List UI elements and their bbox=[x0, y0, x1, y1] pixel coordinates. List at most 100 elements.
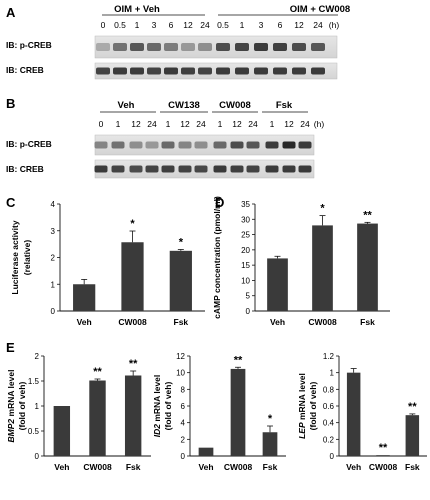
timepoint-label: 24 bbox=[248, 119, 258, 129]
blot-band bbox=[292, 43, 306, 51]
blot-band bbox=[292, 67, 306, 75]
y-tick-label: 2 bbox=[51, 254, 56, 263]
timepoint-label: 1 bbox=[135, 20, 140, 30]
timepoint-label: 0 bbox=[101, 20, 106, 30]
blot-band bbox=[145, 141, 159, 149]
panel-a-bands-creb bbox=[96, 67, 325, 75]
significance-marker: ** bbox=[379, 442, 388, 454]
blot-band bbox=[147, 43, 161, 51]
chart-d-camp: 0 5 10 15 20 25 30 35 Veh * CW008 ** Fsk cAMP concent… bbox=[212, 196, 390, 327]
bar bbox=[124, 375, 142, 456]
blot-band bbox=[181, 43, 195, 51]
category-label: Veh bbox=[346, 462, 361, 472]
blot-band bbox=[181, 67, 195, 75]
panel-b-bands-creb bbox=[94, 165, 312, 173]
blot-band bbox=[282, 141, 296, 149]
blot-band bbox=[194, 141, 208, 149]
y-tick-label: 0.8 bbox=[323, 385, 335, 394]
blot-band bbox=[164, 67, 178, 75]
blot-band bbox=[94, 165, 108, 173]
blot-band bbox=[164, 43, 178, 51]
y-tick-label: 0.4 bbox=[323, 419, 335, 428]
y-tick-label: 5 bbox=[246, 292, 251, 301]
panel-b-group-veh: Veh bbox=[118, 100, 135, 111]
blot-band bbox=[265, 141, 279, 149]
blot-band bbox=[213, 141, 227, 149]
y-tick-label: 0 bbox=[330, 452, 335, 461]
blot-band bbox=[246, 141, 260, 149]
panel-b-group-cw138: CW138 bbox=[168, 100, 200, 111]
y-tick-label: 2 bbox=[181, 435, 186, 444]
panel-b-label: B bbox=[6, 96, 15, 111]
panel-c-label: C bbox=[6, 195, 16, 210]
bar bbox=[312, 225, 333, 311]
y-axis-label: LEP mRNA level bbox=[297, 373, 307, 439]
category-label: Veh bbox=[270, 317, 285, 327]
timepoint-label: 1 bbox=[240, 20, 245, 30]
panel-b-group-cw008: CW008 bbox=[219, 100, 251, 111]
panel-e-label: E bbox=[6, 340, 15, 355]
blot-band bbox=[178, 141, 192, 149]
blot-band bbox=[94, 141, 108, 149]
y-axis-label: ID2 mRNA level bbox=[152, 375, 162, 438]
timepoint-label: 1 bbox=[166, 119, 171, 129]
timepoint-label: 24 bbox=[300, 119, 310, 129]
timepoint-label: 0.5 bbox=[217, 20, 229, 30]
blot-band bbox=[194, 165, 208, 173]
y-tick-label: 10 bbox=[241, 276, 250, 285]
y-tick-label: 15 bbox=[241, 261, 250, 270]
panel-a-row-creb: IB: CREB bbox=[6, 65, 44, 75]
y-tick-label: 1.5 bbox=[28, 377, 40, 386]
blot-band bbox=[198, 43, 212, 51]
blot-band bbox=[273, 67, 287, 75]
timepoint-label: 12 bbox=[183, 20, 193, 30]
y-tick-label: 0.5 bbox=[28, 427, 40, 436]
chart-e-id2: 0 2 4 6 8 10 12 Veh ** CW008 * Fsk ID2 mRNA level (fo… bbox=[152, 352, 286, 472]
category-label: Veh bbox=[198, 462, 213, 472]
panel-a-bands-pcreb bbox=[96, 43, 325, 51]
timepoint-label: 3 bbox=[259, 20, 264, 30]
y-axis-label: cAMP concentration (pmol/ml) bbox=[212, 196, 222, 319]
panel-b-timepoints: 0 1 12 24 1 12 24 1 12 24 1 12 24 (h) bbox=[99, 119, 325, 129]
timepoint-label: (h) bbox=[329, 20, 340, 30]
significance-marker: ** bbox=[363, 209, 372, 221]
panel-a-group-veh: OIM + Veh bbox=[114, 4, 160, 15]
panel-a-timepoints: 0 0.5 1 3 6 12 24 0.5 1 3 6 12 24 (h) bbox=[101, 20, 340, 30]
timepoint-label: 1 bbox=[116, 119, 121, 129]
panel-a-group-cw008: OIM + CW008 bbox=[290, 4, 350, 15]
timepoint-label: 1 bbox=[218, 119, 223, 129]
blot-band bbox=[161, 165, 175, 173]
significance-marker: * bbox=[179, 236, 184, 248]
y-tick-label: 0.6 bbox=[323, 402, 335, 411]
blot-band bbox=[254, 43, 268, 51]
bar bbox=[73, 284, 96, 311]
significance-marker: * bbox=[130, 218, 135, 230]
significance-marker: ** bbox=[129, 358, 138, 370]
bar bbox=[121, 242, 144, 311]
blot-band bbox=[96, 67, 110, 75]
timepoint-label: 24 bbox=[200, 20, 210, 30]
blot-band bbox=[273, 43, 287, 51]
bar bbox=[198, 447, 214, 456]
chart-e-lep: 0 0.2 0.4 0.6 0.8 1 1.2 Veh ** CW008 ** Fsk LEP mRNA… bbox=[297, 352, 427, 472]
timepoint-label: 3 bbox=[152, 20, 157, 30]
bar bbox=[230, 368, 246, 456]
y-axis-label: Luciferase activity bbox=[10, 220, 20, 294]
bar bbox=[169, 250, 192, 311]
category-label: CW008 bbox=[308, 317, 337, 327]
blot-band bbox=[113, 67, 127, 75]
y-tick-label: 25 bbox=[241, 231, 250, 240]
category-label: Veh bbox=[77, 317, 92, 327]
panel-d-label: D bbox=[215, 195, 224, 210]
timepoint-label: 6 bbox=[169, 20, 174, 30]
y-tick-label: 0 bbox=[246, 307, 251, 316]
y-tick-label: 0 bbox=[51, 307, 56, 316]
chart-c-luciferase: 0 1 2 3 4 Veh * CW008 * Fsk Luciferase activity (re… bbox=[10, 200, 205, 327]
blot-band bbox=[235, 43, 249, 51]
timepoint-label: 1 bbox=[270, 119, 275, 129]
bar bbox=[376, 455, 390, 456]
panel-b-bands-pcreb bbox=[94, 141, 312, 149]
category-label: CW008 bbox=[369, 462, 398, 472]
y-tick-label: 0 bbox=[35, 452, 40, 461]
